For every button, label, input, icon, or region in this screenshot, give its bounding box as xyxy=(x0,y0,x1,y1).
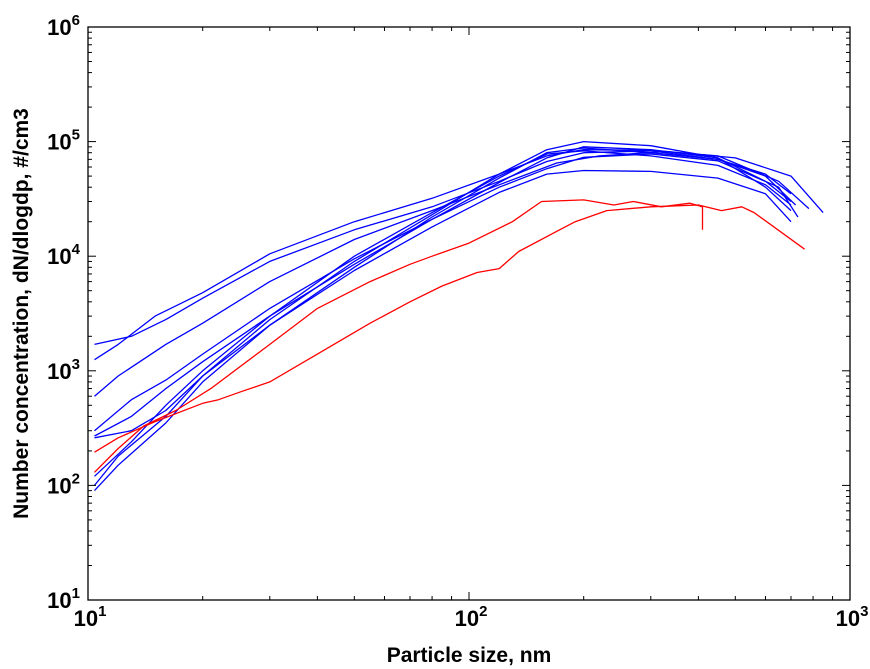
y-tick-labels: 101 102 103 104 105 106 xyxy=(47,12,80,613)
y-tick-label: 104 xyxy=(47,241,80,269)
series-line-8 xyxy=(94,147,792,492)
x-tick-labels: 101 102 103 xyxy=(74,603,869,631)
series-line-5 xyxy=(94,146,792,437)
plot-frame xyxy=(87,26,851,601)
series-line-7 xyxy=(93,140,792,486)
x-tick-label: 103 xyxy=(836,603,869,631)
y-tick-label: 106 xyxy=(47,12,80,40)
x-tick-label: 101 xyxy=(74,603,107,631)
x-tick-label: 102 xyxy=(455,603,488,631)
y-tick-label: 101 xyxy=(47,585,80,613)
series-line-6 xyxy=(94,169,792,439)
y-tick-label: 102 xyxy=(47,470,80,498)
series-lines xyxy=(93,140,824,492)
x-axis-label: Particle size, nm xyxy=(387,644,552,667)
y-axis-label: Number concentration, dN/dlogdp, #/cm3 xyxy=(10,108,33,519)
series-line-4 xyxy=(94,153,799,432)
series-line-2 xyxy=(94,149,810,361)
series-line-11 xyxy=(94,199,704,473)
series-line-9 xyxy=(94,150,792,477)
series-line-10 xyxy=(94,204,805,453)
y-tick-label: 105 xyxy=(47,127,80,155)
y-tick-label: 103 xyxy=(47,356,80,384)
series-line-1 xyxy=(94,150,797,346)
axis-ticks xyxy=(87,27,850,601)
